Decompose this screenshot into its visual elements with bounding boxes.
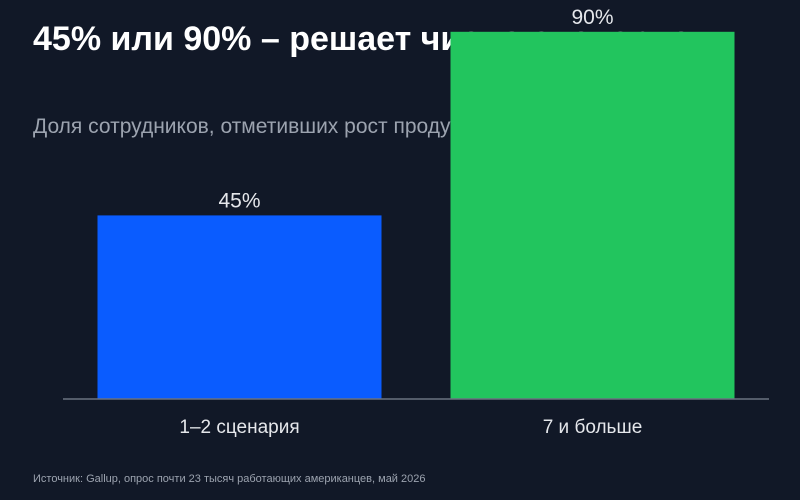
category-label: 1–2 сценария — [179, 417, 299, 438]
labels-layer: 45% 1–2 сценария 90% 7 и больше — [179, 6, 642, 438]
bars-layer — [97, 31, 735, 400]
bar-value-label: 45% — [218, 189, 260, 212]
bar-1 — [97, 215, 382, 399]
bar-2 — [450, 31, 735, 400]
source-note: Источник: Gallup, опрос почти 23 тысяч р… — [33, 473, 426, 485]
bar-value-label: 90% — [571, 6, 613, 29]
category-label: 7 и больше — [543, 417, 643, 438]
